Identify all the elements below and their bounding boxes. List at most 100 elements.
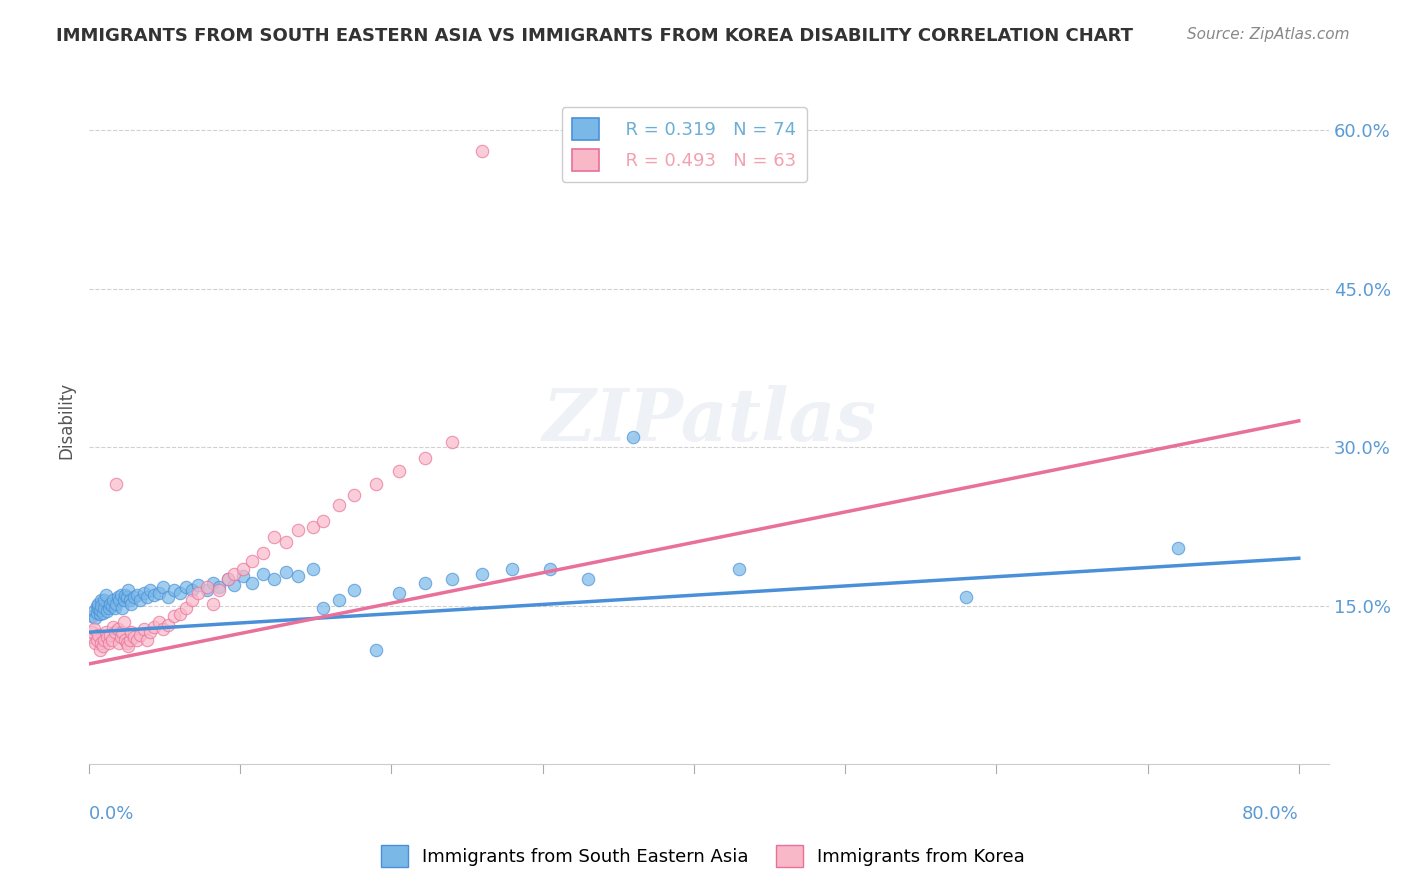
Point bbox=[143, 588, 166, 602]
Point bbox=[79, 631, 101, 645]
Point bbox=[108, 636, 131, 650]
Point bbox=[156, 591, 179, 605]
Point bbox=[232, 562, 254, 576]
Point bbox=[91, 606, 114, 620]
Text: IMMIGRANTS FROM SOUTH EASTERN ASIA VS IMMIGRANTS FROM KOREA DISABILITY CORRELATI: IMMIGRANTS FROM SOUTH EASTERN ASIA VS IM… bbox=[56, 27, 1133, 45]
Point bbox=[343, 582, 366, 597]
Point bbox=[103, 593, 125, 607]
Point bbox=[217, 572, 239, 586]
Point bbox=[138, 625, 160, 640]
Point bbox=[138, 582, 160, 597]
Point bbox=[82, 625, 104, 640]
Point bbox=[440, 572, 463, 586]
Point bbox=[87, 600, 110, 615]
Point bbox=[195, 582, 218, 597]
Point bbox=[242, 554, 264, 568]
Point bbox=[163, 609, 186, 624]
Point bbox=[90, 599, 112, 613]
Point bbox=[107, 622, 129, 636]
Point bbox=[114, 632, 136, 647]
Point bbox=[263, 572, 285, 586]
Point bbox=[114, 588, 136, 602]
Point bbox=[90, 636, 112, 650]
Point bbox=[388, 586, 411, 600]
Point bbox=[728, 562, 751, 576]
Point bbox=[501, 562, 523, 576]
Text: 80.0%: 80.0% bbox=[1241, 805, 1299, 823]
Point bbox=[112, 615, 135, 629]
Point bbox=[202, 575, 225, 590]
Point bbox=[252, 546, 274, 560]
Point bbox=[103, 620, 125, 634]
Point bbox=[180, 582, 202, 597]
Point bbox=[98, 597, 121, 611]
Point bbox=[143, 620, 166, 634]
Point bbox=[100, 632, 122, 647]
Point bbox=[152, 580, 174, 594]
Point bbox=[93, 632, 115, 647]
Point bbox=[208, 580, 231, 594]
Point bbox=[413, 450, 436, 465]
Point bbox=[413, 575, 436, 590]
Point bbox=[118, 632, 141, 647]
Point bbox=[471, 145, 494, 159]
Point bbox=[127, 588, 149, 602]
Point bbox=[127, 632, 149, 647]
Point bbox=[117, 639, 139, 653]
Point bbox=[328, 499, 350, 513]
Point bbox=[187, 577, 209, 591]
Point bbox=[93, 600, 115, 615]
Point bbox=[97, 600, 120, 615]
Point bbox=[104, 625, 127, 640]
Point bbox=[208, 582, 231, 597]
Point bbox=[87, 628, 110, 642]
Point bbox=[124, 591, 146, 605]
Legend:   R = 0.319   N = 74,   R = 0.493   N = 63: R = 0.319 N = 74, R = 0.493 N = 63 bbox=[561, 107, 807, 182]
Point bbox=[163, 582, 186, 597]
Point bbox=[111, 600, 134, 615]
Point bbox=[82, 609, 104, 624]
Point bbox=[366, 477, 388, 491]
Point bbox=[156, 617, 179, 632]
Point bbox=[132, 622, 155, 636]
Point bbox=[242, 575, 264, 590]
Point bbox=[94, 625, 117, 640]
Point bbox=[118, 593, 141, 607]
Point bbox=[86, 599, 108, 613]
Point bbox=[623, 430, 645, 444]
Point bbox=[89, 643, 111, 657]
Point bbox=[115, 591, 138, 605]
Point bbox=[187, 586, 209, 600]
Point bbox=[100, 599, 122, 613]
Point bbox=[117, 582, 139, 597]
Point bbox=[135, 632, 157, 647]
Point bbox=[124, 631, 146, 645]
Point bbox=[97, 636, 120, 650]
Point bbox=[174, 600, 197, 615]
Point bbox=[169, 586, 191, 600]
Point bbox=[252, 567, 274, 582]
Point bbox=[112, 593, 135, 607]
Point bbox=[180, 593, 202, 607]
Point bbox=[312, 514, 335, 528]
Point bbox=[174, 580, 197, 594]
Point bbox=[87, 597, 110, 611]
Point bbox=[120, 625, 142, 640]
Point bbox=[98, 628, 121, 642]
Point bbox=[84, 611, 107, 625]
Point bbox=[94, 588, 117, 602]
Text: 0.0%: 0.0% bbox=[89, 805, 135, 823]
Point bbox=[955, 591, 977, 605]
Point bbox=[576, 572, 599, 586]
Point bbox=[148, 586, 170, 600]
Point bbox=[89, 607, 111, 622]
Point bbox=[96, 631, 118, 645]
Point bbox=[1167, 541, 1189, 555]
Point bbox=[83, 604, 105, 618]
Point bbox=[328, 593, 350, 607]
Point bbox=[287, 569, 309, 583]
Legend: Immigrants from South Eastern Asia, Immigrants from Korea: Immigrants from South Eastern Asia, Immi… bbox=[374, 838, 1032, 874]
Point bbox=[388, 463, 411, 477]
Point bbox=[108, 593, 131, 607]
Point bbox=[224, 577, 246, 591]
